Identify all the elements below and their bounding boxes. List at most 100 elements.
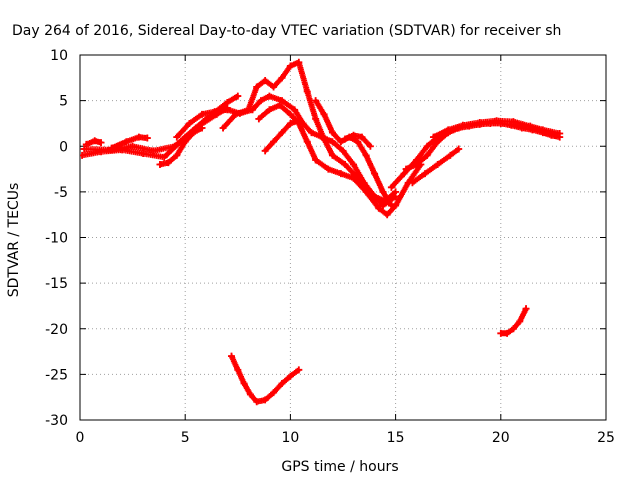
data-point	[164, 159, 172, 167]
data-point	[255, 115, 263, 123]
x-tick-label: 0	[76, 430, 85, 446]
data-point	[383, 211, 391, 219]
data-point	[307, 129, 315, 137]
data-point	[350, 131, 358, 139]
data-point	[379, 202, 387, 210]
data-point	[190, 129, 198, 137]
data-point	[429, 133, 437, 141]
data-point	[227, 352, 235, 360]
data-point	[291, 106, 299, 114]
data-point	[320, 110, 328, 118]
data-point	[278, 74, 286, 82]
data-point	[366, 142, 374, 150]
data-point	[518, 124, 526, 132]
data-point	[278, 129, 286, 137]
data-point	[350, 174, 358, 182]
data-point	[185, 119, 193, 127]
x-tick-label: 25	[597, 430, 615, 446]
data-point	[337, 138, 345, 146]
data-point	[312, 115, 320, 123]
series-arc-16	[227, 352, 303, 406]
series-arc-9	[261, 117, 303, 155]
y-tick-label: -10	[45, 231, 68, 247]
data-point	[350, 161, 358, 168]
data-point	[234, 92, 242, 100]
x-tick-label: 5	[181, 430, 190, 446]
y-tick-label: -25	[45, 367, 68, 383]
y-tick-label: -20	[45, 322, 68, 338]
data-point	[312, 97, 320, 105]
data-point	[122, 138, 130, 146]
data-point	[223, 106, 231, 114]
data-point	[493, 117, 501, 125]
data-point	[503, 329, 511, 337]
data-point	[516, 317, 524, 325]
data-point	[219, 124, 227, 132]
data-point	[244, 106, 252, 114]
data-point	[476, 119, 484, 127]
data-point	[80, 151, 86, 159]
data-series	[80, 58, 564, 406]
data-point	[91, 137, 99, 145]
y-tick-label: 0	[59, 139, 68, 155]
data-point	[303, 138, 311, 146]
data-point	[509, 118, 517, 126]
data-point	[276, 101, 284, 109]
data-point	[97, 139, 105, 147]
data-point	[198, 124, 206, 132]
series-arc-7	[219, 58, 400, 210]
data-point	[312, 156, 320, 164]
data-point	[339, 147, 347, 155]
data-point	[375, 204, 383, 212]
data-point	[143, 134, 151, 142]
data-point	[265, 92, 273, 100]
data-point	[181, 138, 189, 146]
y-tick-label: -15	[45, 276, 68, 292]
data-point	[526, 122, 534, 130]
data-point	[421, 170, 429, 178]
series-arc-5	[156, 124, 206, 168]
data-point	[270, 389, 278, 397]
data-point	[539, 126, 547, 134]
series-arc-11	[341, 131, 374, 150]
y-tick-label: 10	[50, 48, 68, 64]
data-point	[522, 305, 530, 313]
data-point	[423, 142, 431, 150]
data-point	[556, 129, 564, 137]
data-point	[328, 129, 336, 137]
data-point	[402, 165, 410, 173]
data-point	[270, 138, 278, 146]
data-point	[434, 161, 442, 168]
x-tick-label: 15	[387, 430, 405, 446]
data-point	[173, 133, 181, 141]
data-point	[261, 396, 269, 404]
data-point	[129, 142, 137, 150]
data-point	[265, 106, 273, 114]
data-point	[354, 138, 362, 146]
data-point	[362, 151, 370, 159]
data-point	[413, 161, 421, 168]
data-point	[240, 380, 248, 387]
data-point	[295, 117, 303, 125]
data-point	[387, 183, 395, 191]
x-tick-labels: 0 5 10 15 20 25	[76, 430, 615, 446]
data-point	[253, 398, 261, 406]
data-point	[286, 372, 294, 380]
axes	[79, 54, 607, 421]
series-arc-17	[497, 305, 530, 337]
data-point	[198, 110, 206, 118]
y-tick-label: -5	[54, 185, 68, 201]
data-point	[303, 88, 311, 95]
data-point	[337, 170, 345, 178]
data-point	[270, 83, 278, 91]
data-point	[286, 110, 294, 118]
data-point	[328, 151, 336, 159]
y-axis-label: SDTVAR / TECUs	[6, 183, 22, 298]
data-point	[362, 188, 370, 196]
data-point	[371, 170, 379, 178]
data-point	[261, 77, 269, 85]
data-point	[173, 151, 181, 159]
data-point	[295, 58, 303, 66]
